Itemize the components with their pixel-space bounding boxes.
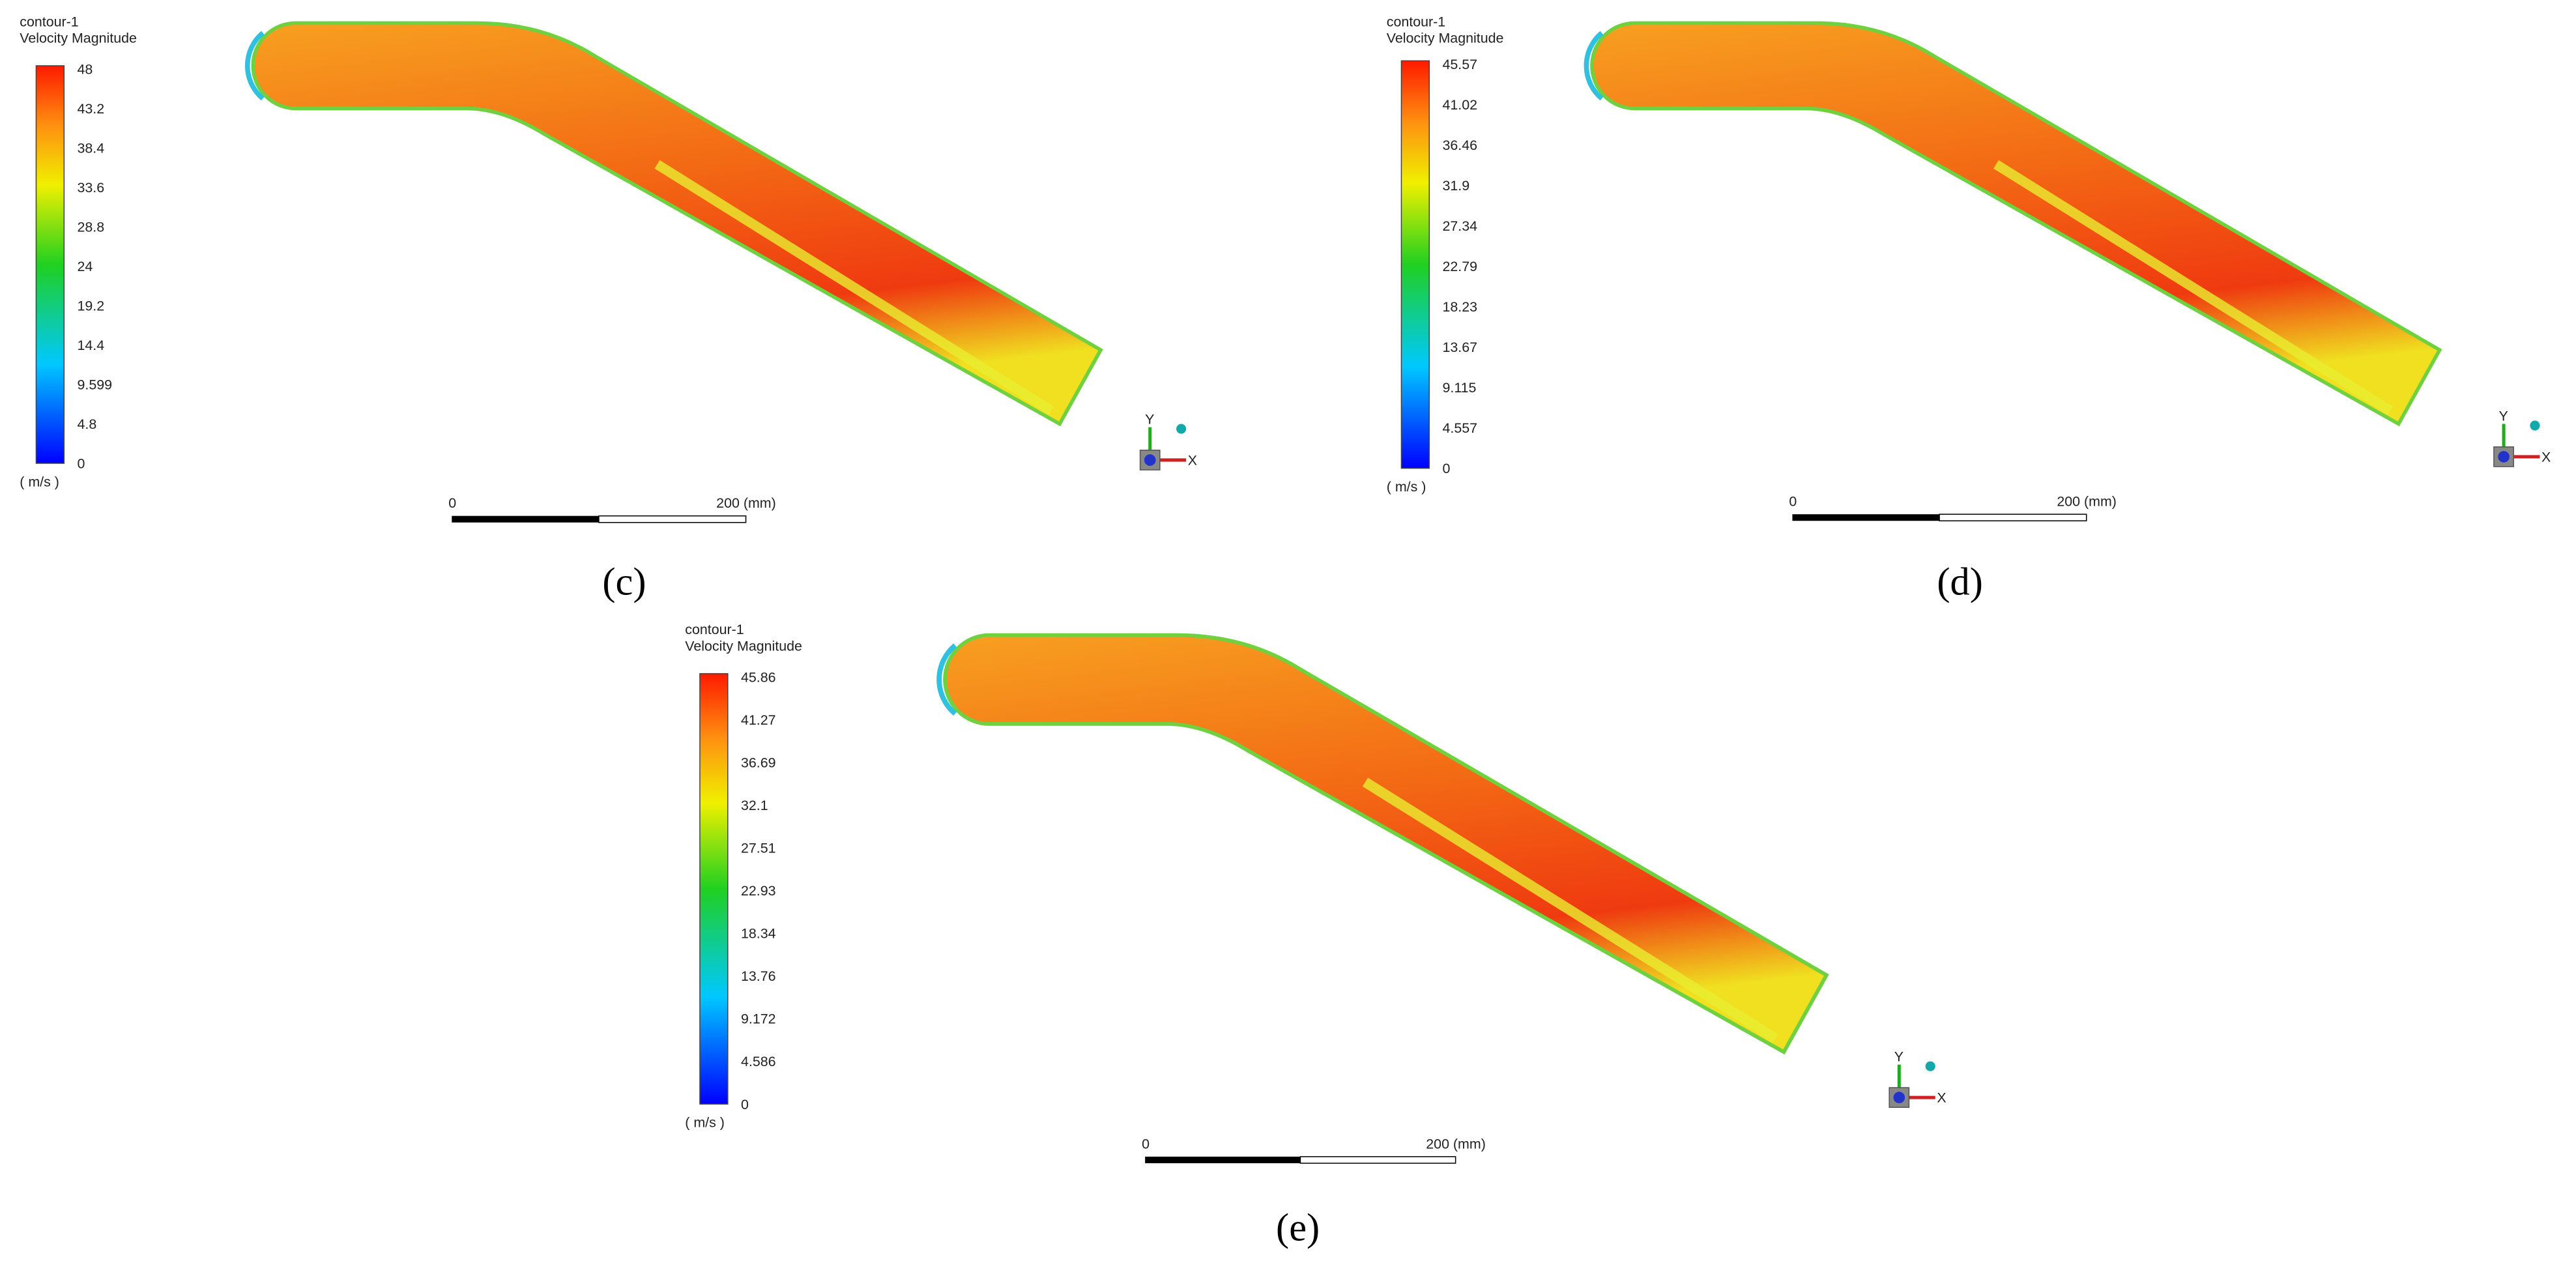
axis-x-label: X: [1188, 453, 1197, 469]
legend-tick: 9.172: [741, 1011, 776, 1027]
legend-variable: Velocity Magnitude: [1387, 31, 1504, 46]
legend-tick: 4.586: [741, 1054, 776, 1069]
legend-tick: 36.69: [741, 755, 776, 770]
legend-tick: 38.4: [77, 141, 104, 156]
legend-tick: 36.46: [1442, 138, 1477, 153]
axis-x-label: X: [1937, 1090, 1946, 1106]
legend-tick: 14.4: [77, 338, 104, 353]
axis-z: [1144, 454, 1156, 466]
legend-tick: 18.23: [1442, 299, 1477, 315]
legend-tick: 31.9: [1442, 178, 1469, 194]
contour: [1584, 21, 2442, 427]
axis-dot: [2530, 420, 2540, 431]
legend-variable: Velocity Magnitude: [20, 31, 137, 46]
pipe-flow: [251, 21, 1103, 427]
legend-tick: 0: [741, 1097, 749, 1112]
legend-title: contour-1: [1387, 14, 1445, 29]
scale-start: 0: [1789, 494, 1797, 510]
legend-title: contour-1: [685, 622, 744, 637]
legend-tick: 32.1: [741, 798, 768, 813]
contour: [936, 633, 1829, 1055]
caption: (e): [1276, 1206, 1320, 1249]
scale-white: [1939, 514, 2087, 521]
legend-unit: ( m/s ): [1387, 479, 1426, 495]
legend-title: contour-1: [20, 14, 78, 29]
axis-z: [2498, 451, 2510, 463]
caption: (d): [1937, 560, 1983, 604]
scale-start: 0: [1142, 1136, 1150, 1152]
legend-tick: 0: [77, 456, 85, 472]
legend-tick: 13.67: [1442, 340, 1477, 355]
caption: (c): [602, 560, 646, 604]
legend-tick: 22.79: [1442, 259, 1477, 274]
panel: contour-1 Velocity Magnitude 45.57 41.02 36.…: [1387, 14, 2551, 603]
legend-tick: 4.8: [77, 416, 96, 432]
pipe-lower: [1362, 777, 1778, 1043]
scale-end: 200 (mm): [716, 495, 776, 511]
color-bar: [1400, 60, 1430, 469]
scale-end: 200 (mm): [2057, 494, 2117, 510]
axis-y-label: Y: [1894, 1049, 1903, 1065]
color-bar: [35, 65, 65, 464]
pipe-lower: [1993, 160, 2394, 415]
legend-tick: 43.2: [77, 101, 104, 117]
color-bar: [699, 673, 729, 1105]
scale-black: [1145, 1156, 1301, 1163]
legend-tick: 18.34: [741, 926, 776, 942]
legend-tick: 33.6: [77, 180, 104, 196]
legend-unit: ( m/s ): [20, 474, 59, 489]
scale-white: [1299, 1156, 1456, 1164]
legend-tick: 41.27: [741, 712, 776, 728]
panel: contour-1 Velocity Magnitude 48 43.2 38.4 33.…: [20, 14, 1197, 603]
scale-end: 200 (mm): [1426, 1136, 1486, 1152]
legend-tick: 22.93: [741, 883, 776, 899]
legend-tick: 0: [1442, 461, 1450, 476]
legend-unit: ( m/s ): [685, 1114, 725, 1130]
legend-tick: 9.115: [1442, 380, 1476, 396]
axis-y-label: Y: [1145, 411, 1154, 427]
scale-start: 0: [448, 495, 456, 511]
axis-y-label: Y: [2499, 408, 2508, 424]
pipe-edge: [244, 31, 265, 101]
axis-x-label: X: [2541, 449, 2551, 465]
pipe-edge: [936, 643, 957, 716]
pipe-flow: [943, 633, 1829, 1055]
scale-black: [1792, 514, 1940, 521]
legend-tick: 27.34: [1442, 218, 1477, 234]
legend-tick: 45.57: [1442, 57, 1477, 72]
pipe-edge: [1584, 31, 1604, 101]
contour: [244, 21, 1103, 427]
legend-tick: 13.76: [741, 968, 776, 984]
scale-white: [598, 515, 747, 523]
legend-tick: 4.557: [1442, 420, 1477, 436]
legend-variable: Velocity Magnitude: [685, 638, 802, 654]
axis-dot: [1176, 424, 1187, 434]
axis-z: [1893, 1092, 1905, 1103]
axis-dot: [1925, 1061, 1935, 1071]
legend-tick: 9.599: [77, 377, 112, 393]
legend-tick: 24: [77, 259, 93, 274]
legend-tick: 48: [77, 61, 93, 77]
scale-black: [452, 515, 599, 523]
pipe-flow: [1590, 21, 2442, 427]
legend-tick: 27.51: [741, 840, 776, 856]
legend-tick: 45.86: [741, 669, 776, 685]
legend-tick: 28.8: [77, 220, 104, 235]
pipe-lower: [654, 160, 1054, 415]
legend-tick: 19.2: [77, 298, 104, 314]
legend-tick: 41.02: [1442, 97, 1477, 113]
